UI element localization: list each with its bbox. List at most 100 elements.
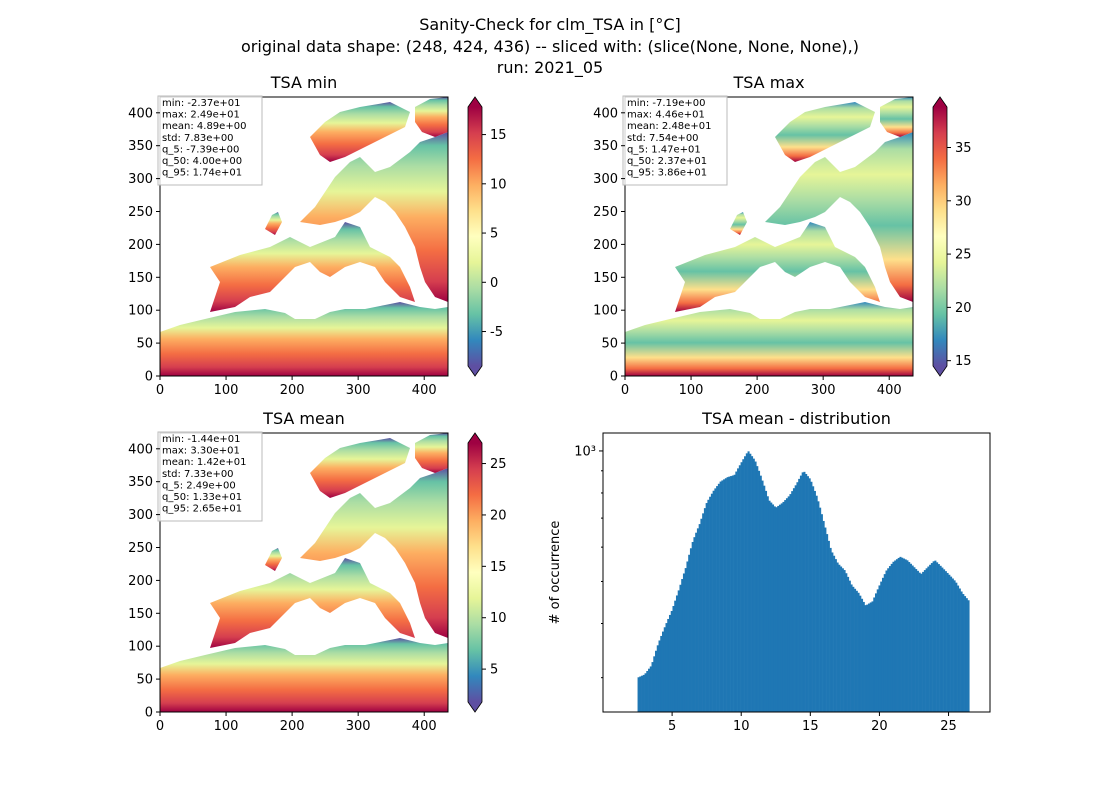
histogram-bar: [894, 560, 897, 712]
map-frame: [159, 96, 449, 377]
histogram-bar: [754, 461, 757, 712]
colorbar-extend-top: [468, 97, 482, 107]
stats-line: max: 4.46e+01: [627, 110, 705, 121]
colorbar-extend-bottom: [933, 366, 947, 376]
histogram-bar: [735, 471, 738, 712]
y-tick-label: 150: [593, 271, 618, 286]
histogram-bar: [653, 656, 656, 712]
histogram-bar: [644, 673, 647, 712]
histogram-bar: [916, 570, 919, 712]
histogram-bar: [681, 579, 684, 712]
x-axis: 5 10 15 20 25: [668, 712, 957, 734]
stats-box-background: [622, 95, 728, 186]
histogram-bar: [693, 537, 696, 712]
map-land-area: [625, 302, 913, 376]
histogram-bar: [815, 495, 818, 712]
histogram-bar: [756, 466, 759, 712]
histogram-bar: [655, 650, 658, 712]
y-tick-label: 250: [128, 205, 153, 220]
histogram-bar: [700, 518, 703, 712]
histogram-bar: [646, 670, 649, 712]
histogram-bar: [829, 547, 832, 712]
histogram-bar: [880, 581, 883, 712]
histogram-bar: [747, 451, 750, 712]
histogram-bar: [923, 570, 926, 712]
histogram-bar: [836, 562, 839, 712]
colorbar-tick-label: 25: [955, 248, 972, 263]
histogram-bar: [820, 514, 823, 712]
stats-line: q_5: 1.47e+01: [627, 144, 701, 155]
histogram-bar: [798, 478, 801, 712]
histogram-bar: [887, 568, 890, 712]
colorbar-tick-label: 35: [955, 141, 972, 156]
histogram-bar: [946, 572, 949, 712]
histogram-bar: [794, 485, 797, 712]
x-tick-label: 20: [871, 719, 888, 734]
histogram-bar: [822, 520, 825, 712]
histogram-bars: [637, 451, 970, 712]
histogram-bar: [792, 488, 795, 712]
histogram-bar: [841, 568, 844, 712]
histogram-bar: [873, 597, 876, 712]
colorbar-outline: [467, 96, 483, 377]
histogram-bar: [651, 662, 654, 712]
stats-box-background: [157, 95, 263, 186]
y-axis: 10³: [574, 444, 603, 679]
colorbar: -5 0 5 10 15: [467, 96, 507, 377]
histogram-bar: [723, 479, 726, 712]
histogram-bar: [773, 506, 776, 712]
histogram-bar: [953, 580, 956, 712]
y-axis: 0 50 100 150 200 250 300 350 400: [128, 442, 160, 721]
map-land-area: [415, 433, 448, 473]
histogram-bar: [958, 588, 961, 712]
figure-title-line-1: Sanity-Check for clm_TSA in [°C]: [419, 15, 681, 35]
histogram-bar: [771, 504, 775, 712]
histogram-bar: [943, 569, 946, 712]
histogram-bar: [775, 507, 778, 712]
map-image: [160, 433, 448, 712]
map-land-area: [265, 212, 282, 235]
histogram-bar: [852, 586, 855, 712]
histogram-bar: [744, 456, 747, 712]
y-tick-label: 0: [145, 370, 153, 385]
y-tick-label: 300: [128, 172, 153, 187]
stats-line: min: -1.44e+01: [162, 434, 241, 445]
histogram-bar: [751, 456, 754, 712]
histogram-bar: [712, 490, 715, 712]
colorbar: 5 10 15 20 25: [467, 432, 507, 713]
histogram-bar: [950, 576, 953, 712]
stats-line: min: -2.37e+01: [162, 98, 241, 109]
histogram-bar: [780, 503, 783, 712]
histogram-bar: [642, 674, 645, 712]
histogram-bar: [848, 580, 851, 712]
stats-line: min: -7.19e+00: [627, 98, 706, 109]
map-frame: [624, 96, 914, 377]
x-tick-label: 5: [668, 719, 676, 734]
histogram-bar: [922, 571, 925, 712]
histogram-bar: [817, 501, 820, 712]
y-tick-label: 100: [593, 304, 618, 319]
histogram-bar: [710, 493, 713, 712]
histogram-bar: [866, 604, 869, 712]
histogram-bar: [964, 596, 967, 712]
histogram-bar: [869, 602, 872, 712]
histogram-bar: [918, 572, 921, 712]
histogram-bar: [944, 571, 947, 712]
histogram-bar: [915, 569, 918, 712]
histogram-bar: [752, 458, 755, 712]
map-land-area: [210, 558, 415, 648]
map-frame: [159, 432, 449, 713]
histogram-bar: [742, 459, 745, 712]
colorbar: 15 20 25 30 35: [932, 96, 972, 377]
figure-title-line-3: run: 2021_05: [497, 58, 603, 78]
histogram-bar: [796, 482, 799, 712]
y-tick-label: 200: [593, 238, 618, 253]
histogram-bar: [840, 566, 843, 712]
histogram-bar: [789, 494, 792, 712]
histogram-title: TSA mean - distribution: [701, 409, 891, 428]
histogram-bar: [929, 564, 932, 712]
y-axis: 0 50 100 150 200 250 300 350 400: [128, 106, 160, 385]
